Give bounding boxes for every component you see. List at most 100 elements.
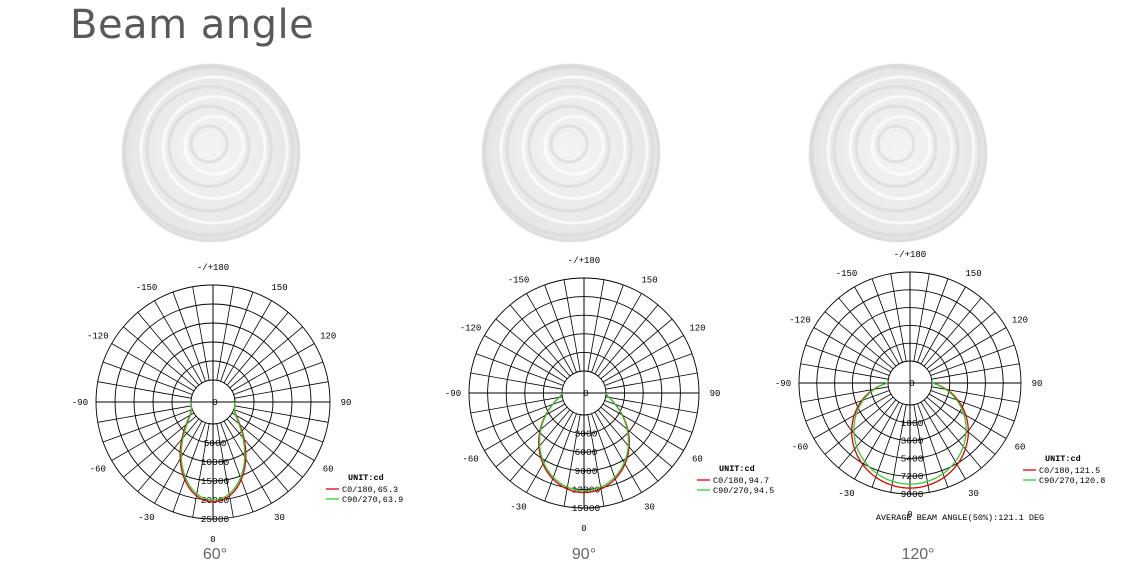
radial-tick-label: 1800 (901, 418, 924, 429)
angle-label: -90 (72, 398, 88, 408)
polar-spoke (587, 279, 605, 372)
polar-spoke (97, 405, 192, 423)
caption-120: 120° (901, 546, 935, 563)
polar-spoke (231, 343, 315, 392)
angle-label: -60 (792, 443, 808, 453)
polar-svg: -/+180 150 120 90 60 30 0 -30 -60 -90 -120 -150 0 180… (775, 250, 1105, 523)
polar-spoke (602, 335, 684, 383)
series-curve (180, 402, 246, 501)
polar-svg: -/+180 150 120 90 60 30 0 -30 -60 -90 -120 -150 0 500… (72, 263, 403, 545)
polar-spoke (591, 413, 624, 502)
polar-spoke (470, 372, 563, 390)
polar-spoke (220, 422, 254, 513)
beam-angle-footer: AVERAGE BEAM ANGLE(50%):121.1 DEG (876, 513, 1044, 523)
angle-label: -30 (510, 502, 526, 512)
polar-spoke (600, 318, 673, 380)
polar-chart-120: -/+180 150 120 90 60 30 0 -30 -60 -90 -120 -150 0 180… (760, 250, 1105, 552)
polar-spoke (137, 312, 200, 386)
polar-spoke (111, 343, 195, 392)
polar-spoke (928, 327, 1007, 373)
radial-tick-label: 7200 (901, 471, 924, 482)
polar-spoke (854, 401, 900, 480)
polar-spoke (920, 286, 966, 365)
polar-spoke (605, 372, 698, 390)
polar-spoke (172, 291, 206, 382)
polar-spoke (102, 361, 193, 395)
caption-60: 60° (202, 546, 228, 563)
polar-spoke (526, 293, 574, 375)
polar-spoke (800, 363, 889, 380)
radial-tick-label: 15000 (572, 503, 601, 514)
radial-tick-label: 5400 (901, 453, 924, 464)
polar-spoke (226, 312, 289, 386)
polar-spoke (591, 284, 624, 373)
polar-svg: -/+180 150 120 90 60 30 0 -30 -60 -90 -120 -150 0 300… (445, 256, 774, 534)
legend-entry: C90/270,120.8 (1039, 476, 1105, 486)
polar-spoke (594, 411, 642, 493)
polar-spoke (233, 361, 324, 395)
page-title: Beam angle (70, 2, 315, 48)
polar-spoke (913, 404, 930, 493)
angle-label: 120 (320, 332, 336, 342)
angle-label: 0 (210, 535, 215, 545)
polar-chart-90: -/+180 150 120 90 60 30 0 -30 -60 -90 -120 -150 0 300… (432, 256, 774, 558)
polar-spoke (890, 404, 907, 493)
series-curve (538, 393, 630, 492)
polar-spoke (913, 273, 930, 362)
polar-spoke (854, 286, 900, 365)
polar-spoke (475, 400, 564, 433)
lens-image-60 (122, 64, 300, 242)
polar-spoke (917, 278, 949, 363)
polar-spoke (526, 411, 574, 493)
polar-spoke (813, 327, 892, 373)
polar-spoke (871, 403, 903, 488)
radial-tick-label: 9000 (575, 466, 598, 477)
legend-entry: C0/180,121.5 (1039, 466, 1100, 476)
polar-spoke (475, 353, 564, 386)
angle-label: -150 (836, 269, 858, 279)
polar-spoke (926, 396, 996, 455)
angle-label: 90 (341, 398, 352, 408)
polar-spoke (223, 420, 272, 504)
polar-spoke (920, 401, 966, 480)
polar-spoke (930, 390, 1015, 422)
angle-label: -60 (462, 455, 478, 465)
polar-chart-60: -/+180 150 120 90 60 30 0 -30 -60 -90 -120 -150 0 500… (60, 262, 403, 562)
unit-label: UNIT:cd (348, 473, 384, 483)
polar-spoke (563, 279, 581, 372)
polar-spoke (111, 412, 195, 461)
polar-spoke (192, 423, 210, 518)
polar-spoke (192, 286, 210, 381)
polar-spoke (509, 304, 571, 377)
polar-spoke (824, 311, 894, 370)
lens-image-90 (482, 64, 660, 242)
angle-label: -/+180 (894, 250, 926, 260)
series-curve (851, 382, 969, 489)
polar-spoke (594, 293, 642, 375)
polar-spoke (484, 403, 566, 451)
angle-label: 90 (710, 389, 721, 399)
polar-spoke (931, 363, 1020, 380)
radial-tick-label: 0 (909, 378, 915, 389)
polar-spoke (871, 278, 903, 363)
angle-label: -60 (90, 465, 106, 475)
polar-spoke (234, 381, 329, 399)
polar-spoke (484, 335, 566, 383)
polar-spoke (544, 284, 577, 373)
angle-label: 0 (907, 510, 912, 520)
polar-spoke (154, 300, 203, 384)
unit-label: UNIT:cd (719, 464, 755, 474)
radial-tick-label: 12000 (572, 484, 601, 495)
angle-label: 150 (271, 283, 287, 293)
polar-spoke (928, 393, 1007, 439)
radial-tick-label: 0 (212, 397, 218, 408)
radial-tick-label: 10000 (201, 457, 230, 468)
polar-spoke (602, 403, 684, 451)
polar-spoke (231, 412, 315, 461)
angle-label: 0 (581, 524, 586, 534)
polar-spoke (229, 326, 303, 389)
polar-spoke (930, 344, 1015, 376)
angle-label: 60 (1015, 443, 1026, 453)
angle-label: -90 (775, 379, 791, 389)
polar-spoke (97, 381, 192, 399)
